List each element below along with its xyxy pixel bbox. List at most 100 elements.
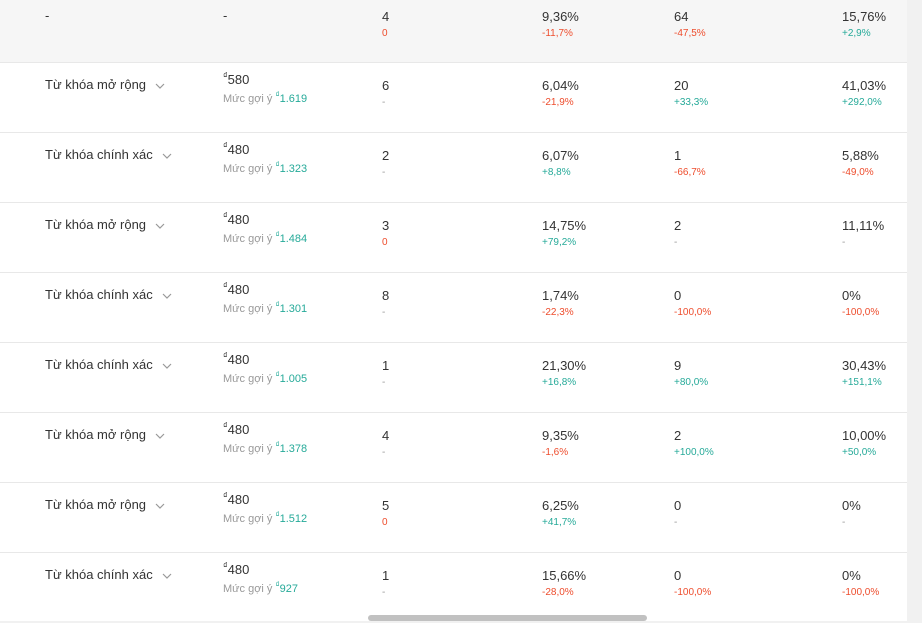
match-type-dropdown[interactable]: Từ khóa mở rộng [45, 77, 166, 92]
metric-change: +50,0% [842, 447, 877, 458]
match-type-label: Từ khóa mở rộng [45, 217, 147, 232]
metric-value: 0 [674, 288, 682, 303]
currency-symbol: ₫ [275, 160, 280, 170]
metric-value: 6,07% [542, 148, 579, 163]
suggested-bid-label: Mức gợi ý [223, 93, 273, 105]
chevron-down-icon[interactable] [154, 429, 166, 441]
bid-value[interactable]: ₫480 [223, 351, 249, 369]
metric-value: 11,11% [842, 218, 885, 233]
match-type-label: Từ khóa chính xác [45, 287, 153, 302]
conversion-cell: 41,03% +292,0% [842, 77, 886, 109]
match-type-label: Từ khóa mở rộng [45, 497, 147, 512]
suggested-bid-amount: 1.005 [279, 373, 308, 385]
bid-value[interactable]: ₫480 [223, 421, 249, 439]
vertical-scrollbar[interactable] [907, 0, 922, 623]
suggested-bid: Mức gợi ý ₫1.323 [223, 160, 307, 175]
match-type-dropdown[interactable]: Từ khóa mở rộng [45, 217, 166, 232]
match-type-dropdown[interactable]: Từ khóa mở rộng [45, 427, 166, 442]
match-type-dropdown[interactable]: Từ khóa chính xác [45, 147, 173, 162]
bid-value[interactable]: ₫480 [223, 281, 249, 299]
impressions-cell: 6 - [382, 77, 389, 109]
suggested-bid-label: Mức gợi ý [223, 583, 273, 595]
match-type-dropdown[interactable]: Từ khóa chính xác [45, 357, 173, 372]
metric-value: 0% [842, 498, 861, 513]
metric-change: +8,8% [542, 167, 571, 178]
metric-value: 5,88% [842, 148, 879, 163]
bid-amount: 480 [227, 492, 250, 507]
metric-value: 2 [674, 218, 682, 233]
match-type-dropdown[interactable]: Từ khóa chính xác [45, 567, 173, 582]
bid-value[interactable]: ₫480 [223, 491, 249, 509]
table-row: Từ khóa chính xác ₫480 Mức gợi ý ₫1.005 … [0, 343, 907, 413]
suggested-bid-label: Mức gợi ý [223, 163, 273, 175]
metric-change: +16,8% [542, 377, 577, 388]
bid-amount: 580 [227, 72, 250, 87]
suggested-bid: Mức gợi ý ₫927 [223, 580, 298, 595]
currency-symbol: ₫ [275, 440, 280, 450]
table-row: Từ khóa chính xác ₫480 Mức gợi ý ₫927 1 … [0, 553, 907, 613]
summary-match: - [45, 8, 50, 23]
chevron-down-icon[interactable] [154, 499, 166, 511]
suggested-bid-amount: 1.512 [279, 513, 308, 525]
chevron-down-icon[interactable] [154, 219, 166, 231]
bid-value[interactable]: ₫480 [223, 561, 249, 579]
impressions-cell: 4 - [382, 427, 389, 459]
metric-change: - [382, 447, 386, 458]
currency-symbol: ₫ [223, 560, 228, 571]
metric-value: 1 [674, 148, 682, 163]
metric-value: 15,76% [842, 9, 887, 24]
bid-value[interactable]: ₫480 [223, 211, 249, 229]
metric-change: -100,0% [674, 587, 712, 598]
bid-amount: 480 [227, 352, 250, 367]
metric-change: - [674, 237, 678, 248]
match-type-label: Từ khóa chính xác [45, 147, 153, 162]
metric-change: +33,3% [674, 97, 709, 108]
metric-value: 9,35% [542, 428, 579, 443]
match-type-dropdown[interactable]: Từ khóa mở rộng [45, 497, 166, 512]
metric-change: -100,0% [842, 587, 880, 598]
match-type-label: Từ khóa mở rộng [45, 427, 147, 442]
summary-conversion: 15,76% +2,9% [842, 8, 886, 40]
currency-symbol: ₫ [275, 580, 280, 590]
bid-value[interactable]: ₫580 [223, 71, 249, 89]
bid-amount: 480 [227, 282, 250, 297]
metric-change: +100,0% [674, 447, 714, 458]
chevron-down-icon[interactable] [161, 289, 173, 301]
match-type-label: Từ khóa mở rộng [45, 77, 147, 92]
impressions-cell: 2 - [382, 147, 389, 179]
metric-change: 0 [382, 237, 388, 248]
chevron-down-icon[interactable] [161, 569, 173, 581]
metric-value: 9 [674, 358, 682, 373]
currency-symbol: ₫ [223, 350, 228, 361]
metric-change: -11,7% [542, 28, 573, 39]
chevron-down-icon[interactable] [161, 359, 173, 371]
chevron-down-icon[interactable] [154, 79, 166, 91]
metric-change: -1,6% [542, 447, 569, 458]
currency-symbol: ₫ [275, 230, 280, 240]
metric-value: 1 [382, 358, 390, 373]
match-type-dropdown[interactable]: Từ khóa chính xác [45, 287, 173, 302]
clicks-cell: 1 -66,7% [674, 147, 706, 179]
table-row: Từ khóa mở rộng ₫580 Mức gợi ý ₫1.619 6 … [0, 63, 907, 133]
metric-value: 64 [674, 9, 689, 24]
metric-value: 6 [382, 78, 390, 93]
suggested-bid: Mức gợi ý ₫1.512 [223, 511, 308, 525]
suggested-bid-label: Mức gợi ý [223, 443, 273, 455]
chevron-down-icon[interactable] [161, 149, 173, 161]
metric-value: 5 [382, 498, 390, 513]
metric-value: 10,00% [842, 428, 887, 443]
currency-symbol: ₫ [223, 490, 228, 501]
metric-change: +292,0% [842, 97, 882, 108]
metric-value: 21,30% [542, 358, 587, 373]
currency-symbol: ₫ [275, 90, 280, 100]
table-row: Từ khóa chính xác ₫480 Mức gợi ý ₫1.323 … [0, 133, 907, 203]
metric-value: 9,36% [542, 9, 579, 24]
horizontal-scrollbar-track[interactable] [0, 621, 907, 623]
clicks-cell: 2 - [674, 217, 681, 249]
table-row: Từ khóa mở rộng ₫480 Mức gợi ý ₫1.378 4 … [0, 413, 907, 483]
metric-value: 3 [382, 218, 390, 233]
metric-change: -47,5% [674, 28, 706, 39]
bid-value[interactable]: ₫480 [223, 141, 249, 159]
horizontal-scrollbar-thumb[interactable] [368, 615, 647, 621]
metric-value: 0 [674, 568, 682, 583]
